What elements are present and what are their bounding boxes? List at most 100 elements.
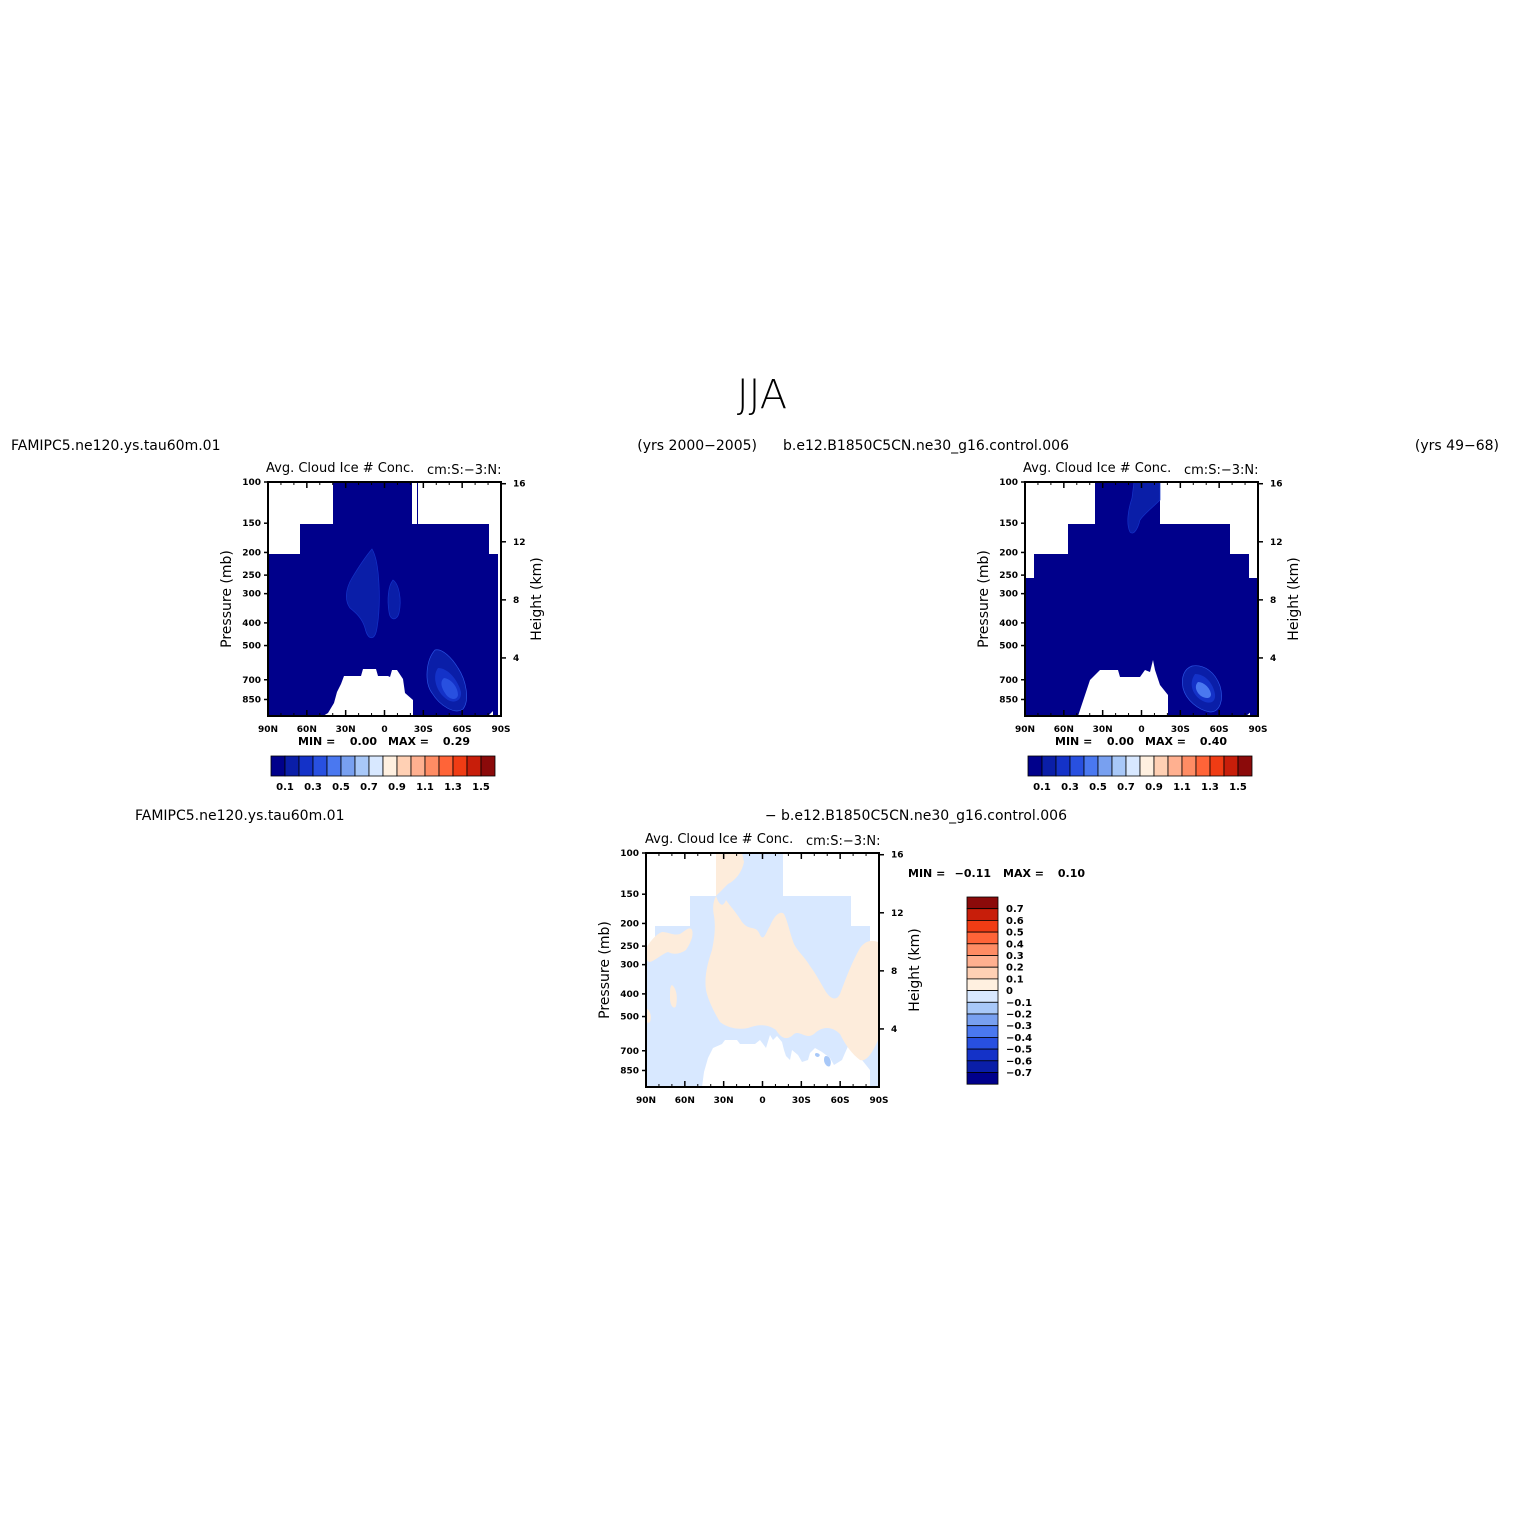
pressure-tick-label: 250 [999,571,1018,581]
latitude-tick-label: 30S [792,1096,811,1106]
panel-2-axes: 100 150 200 250 300 400 500 700 850 16 12 8 4 90N 60N 3… [999,478,1282,735]
colorbar-swatch [966,1001,999,1015]
panel-2-right-header: (yrs 49−68) [1415,438,1499,454]
panel-2-contour-upper [1127,482,1161,534]
colorbar-swatch [1167,755,1183,777]
latitude-tick-label: 90N [258,725,278,735]
latitude-tick-label: 0 [381,725,387,735]
colorbar-swatch [284,755,300,777]
panel-3-title: Avg. Cloud Ice # Conc. [645,832,793,847]
colorbar-swatch [966,978,999,992]
colorbar-swatch [354,755,370,777]
height-tick-label: 16 [891,851,904,861]
colorbar-swatch [966,1060,999,1073]
height-tick-label: 8 [891,967,897,977]
panel-1-contour-upper-a [346,548,380,639]
latitude-tick-label: 60S [1210,725,1229,735]
panel-2-units: cm:S:−3:N: [1184,463,1258,478]
colorbar-swatch [340,755,356,777]
latitude-tick-label: 30N [336,725,356,735]
latitude-tick-label: 30S [414,725,433,735]
pressure-tick-label: 500 [999,642,1018,652]
colorbar-swatch [424,755,440,777]
panel-1-contour-field [268,482,498,716]
panel-3-colorbar: 0.70.60.50.40.30.20.10−0.1−0.2−0.3−0.4−0… [966,896,1032,1085]
pressure-tick-label: 500 [620,1013,639,1023]
panel-2-contour-lower-inner [1195,682,1211,699]
panel-1-ylabel-left: Pressure (mb) [219,550,235,648]
panel-1-contour-lower-inner [441,678,458,699]
panel-2-min-label: MIN = [1055,735,1092,748]
colorbar-swatch [298,755,314,777]
panel-3-max-value: 0.10 [1058,867,1085,880]
panel-3-min-value: −0.11 [955,867,991,880]
panel-2-contour-field [1025,482,1258,716]
colorbar-swatch [382,755,398,777]
colorbar-swatch [326,755,342,777]
panel-3-units: cm:S:−3:N: [806,834,880,849]
pressure-tick-label: 700 [620,1047,639,1057]
pressure-tick-label: 200 [620,919,639,929]
latitude-tick-label: 60N [675,1096,695,1106]
pressure-tick-label: 250 [242,571,261,581]
panel-3-right-header: − b.e12.B1850C5CN.ne30_g16.control.006 [765,808,1067,824]
colorbar-swatch [966,1037,999,1050]
colorbar-label: 1.5 [472,782,490,793]
colorbar-label: −0.7 [1006,1068,1032,1079]
panel-2-ylabel-right: Height (km) [1286,557,1302,640]
panel-1-units: cm:S:−3:N: [427,463,501,478]
panel-1-max-label: MAX = [388,735,429,748]
colorbar-swatch [480,755,496,777]
panel-1-right-header: (yrs 2000−2005) [637,438,757,454]
panel-2-min-value: 0.00 [1107,735,1134,748]
panel-1-colorbar: 0.1 0.3 0.5 0.7 0.9 1.1 1.3 1.5 [270,755,496,793]
colorbar-swatch [1069,755,1085,777]
panel-3-contour-field [646,853,878,1087]
colorbar-label: 0.7 [360,782,378,793]
colorbar-label: 0.1 [1006,974,1024,985]
panel-3-positive-region-small-a [670,985,677,1008]
colorbar-swatch [966,1025,999,1038]
colorbar-label: 1.3 [1201,782,1219,793]
colorbar-label: 0.9 [388,782,406,793]
pressure-tick-label: 400 [242,619,261,629]
colorbar-label: 0.5 [332,782,350,793]
colorbar-swatch [1041,755,1057,777]
latitude-tick-label: 90S [491,725,510,735]
panel-3-positive-region-left [646,928,693,962]
colorbar-label: −0.4 [1006,1033,1032,1044]
panel-3-positive-region-small-b [646,1008,651,1023]
pressure-tick-label: 100 [242,478,261,488]
panel-1-min-value: 0.00 [350,735,377,748]
colorbar-swatch [1027,755,1043,777]
colorbar-label: −0.6 [1006,1056,1032,1067]
panel-2-max-value: 0.40 [1200,735,1227,748]
colorbar-label: −0.1 [1006,998,1032,1009]
pressure-tick-label: 400 [999,619,1018,629]
pressure-tick-label: 300 [620,961,639,971]
panel-3-ylabel-left: Pressure (mb) [597,921,613,1019]
latitude-tick-label: 30N [1093,725,1113,735]
colorbar-swatch [966,908,999,921]
panel-2: Avg. Cloud Ice # Conc. cm:S:−3:N: 100 150… [976,461,1302,793]
panel-1-min-label: MIN = [298,735,335,748]
latitude-tick-label: 0 [1138,725,1144,735]
colorbar-swatch [1139,755,1155,777]
panel-2-colorbar: 0.1 0.3 0.5 0.7 0.9 1.1 1.3 1.5 [1027,755,1253,793]
colorbar-label: 0.4 [1006,939,1024,950]
colorbar-swatch [312,755,328,777]
height-tick-label: 4 [891,1025,897,1035]
panel-3-min-label: MIN = [908,867,945,880]
colorbar-label: 0.7 [1006,904,1024,915]
latitude-tick-label: 90N [636,1096,656,1106]
latitude-tick-label: 90S [1248,725,1267,735]
colorbar-swatch [966,931,999,945]
pressure-tick-label: 150 [620,890,639,900]
pressure-tick-label: 200 [242,548,261,558]
pressure-tick-label: 850 [242,695,261,705]
colorbar-label: 0.9 [1145,782,1163,793]
latitude-tick-label: 60N [1054,725,1074,735]
colorbar-label: 0.3 [304,782,322,793]
colorbar-swatch [1209,755,1225,777]
